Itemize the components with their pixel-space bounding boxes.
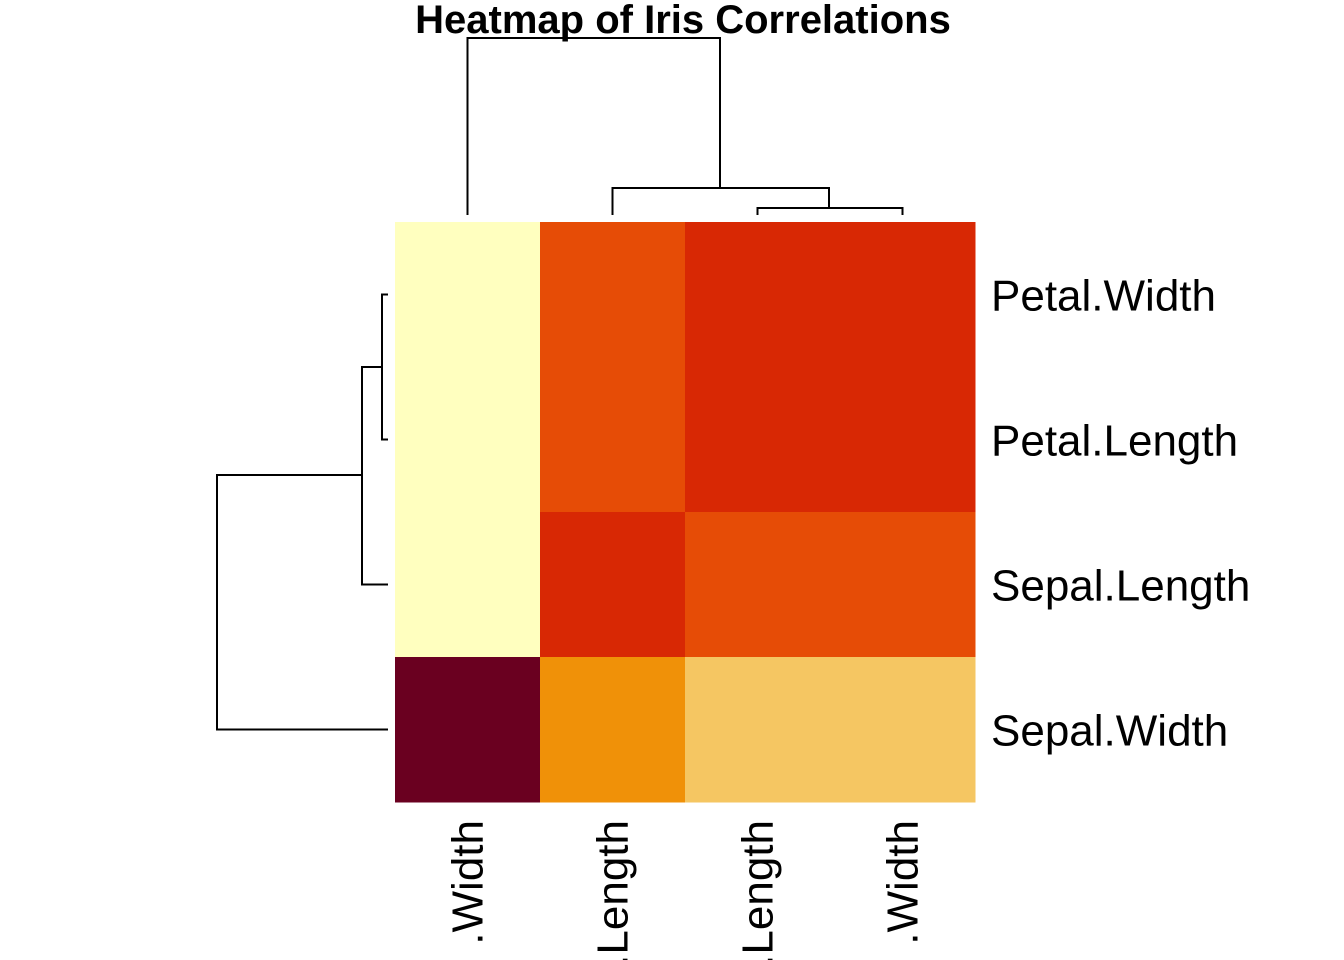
heatmap-cell-petal-length-petal-width <box>830 367 976 513</box>
column-label-sepal-width: .Width <box>444 820 493 945</box>
row-dendrogram-branch-1 <box>381 293 388 441</box>
heatmap-cell-petal-length-sepal-length <box>540 367 686 513</box>
heatmap-cell-petal-width-petal-length <box>685 222 831 368</box>
heatmap-cell-sepal-width-petal-width <box>830 657 976 803</box>
heatmap-cell-sepal-length-petal-length <box>685 512 831 658</box>
column-label-sepal-length: .Length <box>589 820 638 960</box>
heatmap-cell-petal-width-petal-width <box>830 222 976 368</box>
heatmap-cell-petal-width-sepal-length <box>540 222 686 368</box>
heatmap-cells <box>395 222 976 803</box>
column-dendrogram-branch-3 <box>466 37 721 215</box>
column-labels: .Width .Length .Length .Width <box>444 820 928 960</box>
row-label-petal-width: Petal.Width <box>991 272 1216 321</box>
heatmap-cell-petal-length-sepal-width <box>395 367 541 513</box>
row-dendrogram-branch-3 <box>216 474 388 731</box>
heatmap-cell-sepal-width-petal-length <box>685 657 831 803</box>
column-label-petal-width: .Width <box>879 820 928 945</box>
heatmap-cell-petal-length-petal-length <box>685 367 831 513</box>
row-dendrogram <box>216 293 388 731</box>
chart-title: Heatmap of Iris Correlations <box>415 0 951 42</box>
heatmap-cell-sepal-length-petal-width <box>830 512 976 658</box>
column-dendrogram-branch-2 <box>611 187 830 215</box>
heatmap-cell-sepal-length-sepal-width <box>395 512 541 658</box>
column-dendrogram-branch-1 <box>756 207 904 215</box>
heatmap-cell-sepal-width-sepal-length <box>540 657 686 803</box>
heatmap-cell-petal-width-sepal-width <box>395 222 541 368</box>
row-dendrogram-branch-2 <box>361 366 388 586</box>
row-label-sepal-width: Sepal.Width <box>991 707 1228 756</box>
row-label-sepal-length: Sepal.Length <box>991 562 1250 611</box>
row-labels: Petal.Width Petal.Length Sepal.Length Sepal… <box>991 272 1250 756</box>
column-label-petal-length: .Length <box>734 820 783 960</box>
row-label-petal-length: Petal.Length <box>991 417 1238 466</box>
heatmap-cell-sepal-width-sepal-width <box>395 657 541 803</box>
column-dendrogram <box>466 37 904 215</box>
heatmap-cell-sepal-length-sepal-length <box>540 512 686 658</box>
